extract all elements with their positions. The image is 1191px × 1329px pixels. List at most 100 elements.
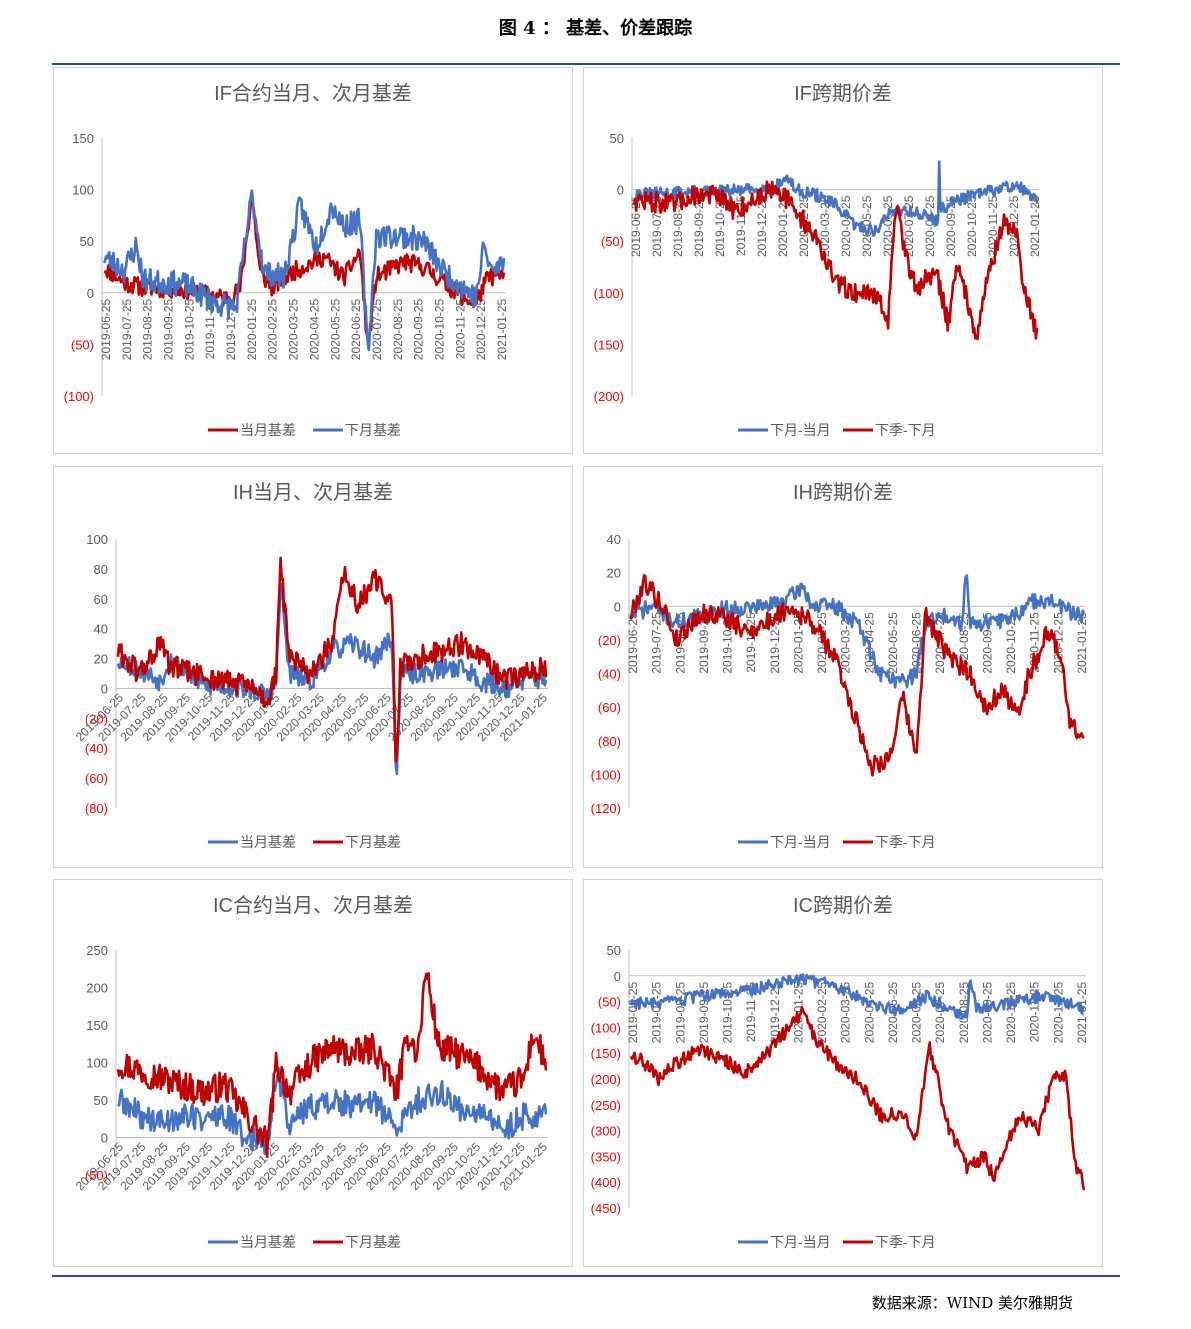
y-tick-label: (60) <box>598 700 621 715</box>
y-tick-label: 100 <box>86 1056 108 1071</box>
x-tick-label: 2020-12-25 <box>1051 981 1065 1043</box>
x-tick-label: 2020-06-25 <box>910 981 924 1043</box>
x-tick-label: 2019-07-25 <box>120 298 134 360</box>
x-tick-label: 2019-09-25 <box>162 298 176 360</box>
y-tick-label: (20) <box>598 633 621 648</box>
ic-basis-chart: IC合约当月、次月基差250200150100500(50)2019-06-25… <box>54 880 572 1266</box>
chart-title: IH跨期价差 <box>793 481 893 504</box>
y-tick-label: (100) <box>594 286 624 301</box>
y-tick-label: (50) <box>71 337 94 352</box>
legend-label: 下月-当月 <box>770 422 831 438</box>
x-tick-label: 2020-01-25 <box>791 612 805 674</box>
y-tick-label: (120) <box>591 801 621 816</box>
x-tick-label: 2020-12-25 <box>474 298 488 360</box>
y-tick-label: (200) <box>591 1072 621 1087</box>
x-tick-label: 2020-06-25 <box>349 298 363 360</box>
legend-label: 下季-下月 <box>875 1234 936 1250</box>
x-tick-label: 2019-07-25 <box>650 612 664 674</box>
y-tick-label: 100 <box>86 532 108 547</box>
x-tick-label: 2020-11-25 <box>453 298 467 359</box>
x-tick-label: 2020-01-25 <box>245 298 259 360</box>
if-spread-chart: IF跨期价差 50 0 (50) (100) (150) (200) 2019-06-25 20… <box>584 68 1102 453</box>
x-tick-label: 2020-10-25 <box>1004 981 1018 1043</box>
y-tick-label: 20 <box>94 652 108 667</box>
y-tick-label: (50) <box>598 995 621 1010</box>
panel-ic-basis: IC合约当月、次月基差 250 200 150 100 50 0 (50) 2019-06-25… <box>53 879 573 1267</box>
legend-label: 当月基差 <box>240 422 296 438</box>
y-tick-label: 0 <box>614 969 621 984</box>
legend-label: 下季-下月 <box>875 422 936 438</box>
y-tick-label: (250) <box>591 1098 621 1113</box>
x-tick-label: 2019-08-25 <box>141 298 155 360</box>
y-tick-label: 50 <box>80 234 94 249</box>
series-line <box>118 584 546 774</box>
y-tick-label: 200 <box>86 981 108 996</box>
x-tick-label: 2019-06-25 <box>99 298 113 360</box>
y-tick-label: (40) <box>598 667 621 682</box>
panel-ih-basis: IH当月、次月基差 100 80 60 40 20 0 (20) (40) (60) (80) 201… <box>53 466 573 868</box>
y-tick-label: 100 <box>72 183 94 198</box>
chart-title: IF合约当月、次月基差 <box>214 82 412 105</box>
y-tick-label: (300) <box>591 1124 621 1139</box>
if-basis-chart: IF合约当月、次月基差150100500(50)(100)2019-06-25 2… <box>54 68 572 453</box>
ic-spread-chart: IC跨期价差500(50)(100)(150)(200)(250)(300)(3… <box>584 880 1102 1266</box>
bottom-rule <box>52 1275 1120 1277</box>
panel-if-spread: IF跨期价差 50 0 (50) (100) (150) (200) 2019-06-25 20… <box>583 67 1103 454</box>
x-tick-label: 2021-01-25 <box>1028 195 1042 257</box>
chart-title: IH当月、次月基差 <box>233 481 393 504</box>
y-tick-label: 40 <box>607 532 621 547</box>
x-tick-label: 2019-06-25 <box>626 612 640 674</box>
x-tick-label: 2019-07-25 <box>650 981 664 1043</box>
series-line <box>631 575 1084 775</box>
x-tick-label: 2019-11-25 <box>744 612 758 673</box>
x-tick-label: 2020-03-25 <box>287 298 301 360</box>
chart-title: IC合约当月、次月基差 <box>213 894 413 917</box>
x-tick-label: 2020-08-25 <box>391 298 405 360</box>
y-tick-label: 0 <box>614 599 621 614</box>
y-tick-label: 0 <box>101 681 108 696</box>
figure-title: 图 4 ： 基差、价差跟踪 <box>0 14 1191 40</box>
x-tick-label: 2020-02-25 <box>266 298 280 360</box>
x-tick-label: 2020-02-25 <box>815 981 829 1043</box>
y-tick-label: (80) <box>85 801 108 816</box>
legend-label: 下月基差 <box>345 422 401 438</box>
x-tick-label: 2020-07-25 <box>933 981 947 1043</box>
chart-title: IC跨期价差 <box>793 894 893 917</box>
x-tick-label: 2020-10-25 <box>965 195 979 257</box>
series-line <box>118 973 546 1157</box>
legend-label: 下月-当月 <box>770 834 831 850</box>
panel-if-basis: IF合约当月、次月基差 150 100 50 0 (50) (100) 2019-06-25 2… <box>53 67 573 454</box>
x-tick-label: 2019-08-25 <box>673 981 687 1043</box>
y-tick-label: 0 <box>617 183 624 198</box>
y-tick-label: (150) <box>591 1046 621 1061</box>
x-tick-label: 2019-10-25 <box>182 298 196 360</box>
y-tick-label: (60) <box>85 771 108 786</box>
panel-ih-spread: IH跨期价差 40 20 0 (20) (40) (60) (80) (100) (120) 201… <box>583 466 1103 868</box>
y-tick-label: (450) <box>591 1201 621 1216</box>
legend-label: 下月-当月 <box>770 1234 831 1250</box>
y-tick-label: 0 <box>101 1131 108 1146</box>
ih-spread-chart: IH跨期价差 40 20 0 (20) (40) (60) (80) (100) (120) 201… <box>584 467 1102 867</box>
chart-title: IF跨期价差 <box>794 82 892 105</box>
y-tick-label: 50 <box>94 1093 108 1108</box>
top-rule <box>52 63 1120 65</box>
y-tick-label: 80 <box>94 562 108 577</box>
x-tick-label: 2020-05-25 <box>328 298 342 360</box>
x-tick-label: 2020-04-25 <box>307 298 321 360</box>
x-tick-label: 2020-09-25 <box>412 298 426 360</box>
source-note: 数据来源：WIND 美尔雅期货 <box>872 1292 1073 1313</box>
x-tick-label: 2020-04-25 <box>862 981 876 1043</box>
y-tick-label: 40 <box>94 622 108 637</box>
legend-label: 当月基差 <box>240 834 296 850</box>
y-tick-label: (350) <box>591 1149 621 1164</box>
legend-label: 当月基差 <box>240 1234 296 1250</box>
x-tick-label: 2020-05-25 <box>886 612 900 674</box>
y-tick-label: 150 <box>72 131 94 146</box>
panel-ic-spread: IC跨期价差 50 0 (50) (100) (150) (200) (250) (300) (3… <box>583 879 1103 1267</box>
y-tick-label: 0 <box>87 286 94 301</box>
x-tick-label: 2021-01-25 <box>495 298 509 360</box>
y-tick-label: (200) <box>594 389 624 404</box>
y-tick-label: 50 <box>607 943 621 958</box>
legend-label: 下季-下月 <box>875 834 936 850</box>
x-tick-label: 2019-06-25 <box>626 981 640 1043</box>
